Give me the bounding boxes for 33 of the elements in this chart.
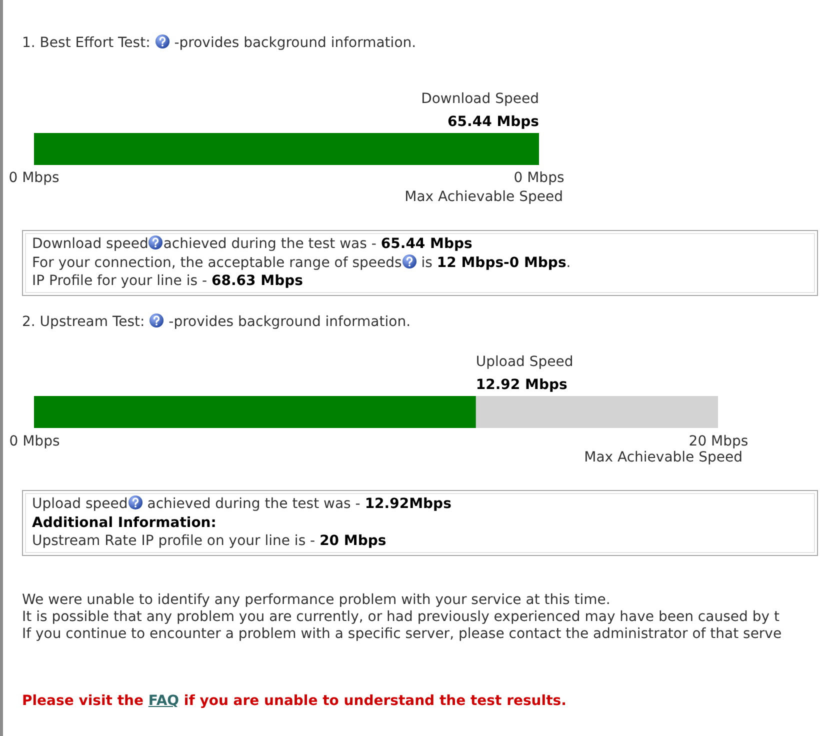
text: It is possible that any problem you are currently, or had previously experienced may have been caused by t — [22, 609, 780, 626]
text: 65.44 Mbps — [380, 236, 472, 252]
text: achieved during the test was - — [163, 236, 378, 252]
text: 68.63 Mbps — [211, 273, 303, 289]
text: if you are unable to understand the test results. — [182, 693, 566, 709]
text: 12 Mbps-0 Mbps — [436, 254, 566, 270]
chart-subtitle: -provides background information. — [174, 35, 416, 51]
text: Upstream Rate IP profile on your line is - — [32, 533, 316, 549]
text: . — [566, 254, 571, 270]
data-label: 12.92 Mbps — [476, 377, 568, 393]
chart-subtitle: -provides background information. — [168, 314, 411, 330]
y-tick-label: Upload Speed — [476, 354, 574, 370]
text: For your connection, the acceptable range of speeds — [32, 254, 402, 270]
y-tick-label: Download Speed — [421, 91, 539, 107]
x-axis-title: Max Achievable Speed — [584, 450, 742, 466]
chart-title: 2. Upstream Test: — [22, 314, 145, 330]
text: IP Profile for your line is - — [32, 273, 208, 289]
text: 12.92Mbps — [364, 496, 452, 512]
text: FAQ — [148, 693, 180, 709]
text: 20 Mbps — [320, 533, 386, 549]
text: Download speed — [32, 236, 148, 252]
text: Upload speed — [32, 496, 128, 512]
text: achieved during the test was - — [146, 496, 362, 512]
text: If you continue to encounter a problem with a specific server, please contact the administrator of that serve — [22, 626, 782, 643]
text: Additional Information: — [32, 514, 216, 530]
annotation: 0 Mbps — [8, 170, 60, 186]
x-axis-title: Max Achievable Speed — [404, 189, 563, 205]
annotation: 65.44 Mbps — [448, 114, 539, 130]
annotation: 0 Mbps — [514, 170, 564, 186]
text: is — [420, 254, 434, 270]
chart-title: 1. Best Effort Test: — [22, 35, 150, 51]
text: Please visit the — [22, 693, 144, 709]
text: We were unable to identify any performance problem with your service at this time. — [22, 592, 612, 609]
